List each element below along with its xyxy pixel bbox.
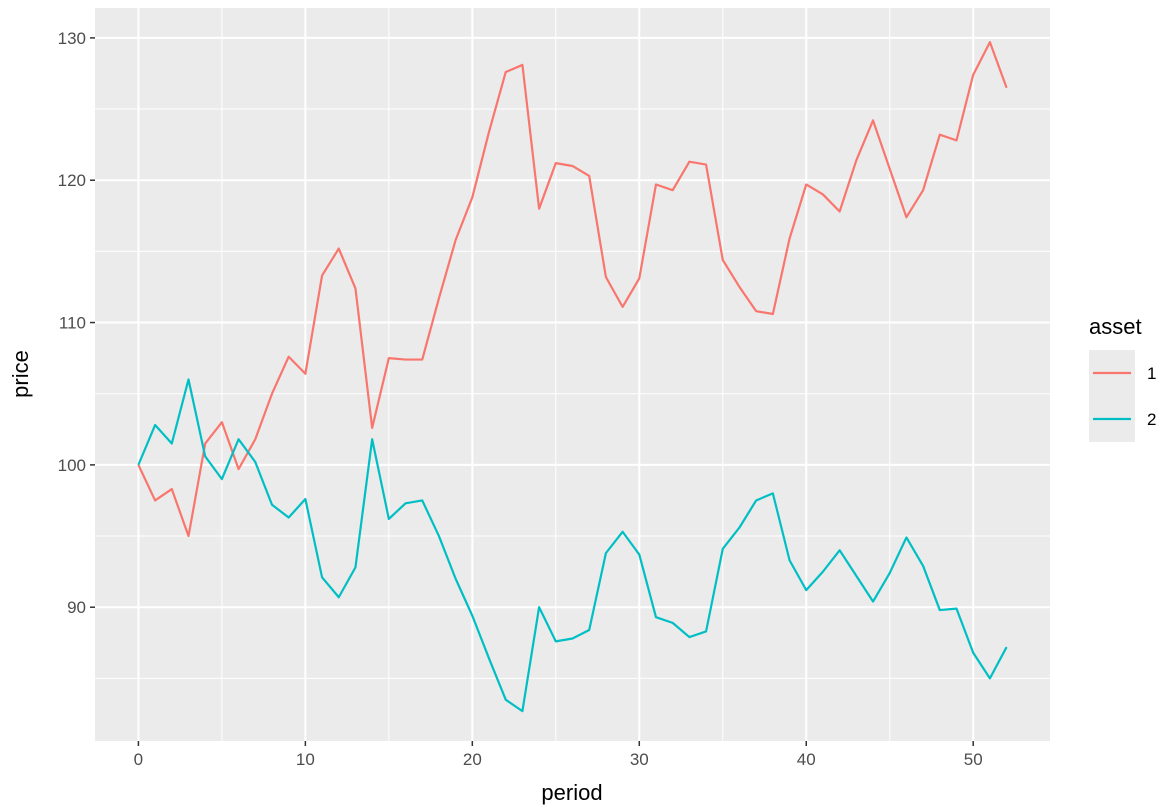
major-gridlines [95, 8, 1050, 741]
x-tick-label: 20 [463, 750, 482, 769]
x-axis-title: period [541, 780, 602, 805]
y-tick-label: 90 [67, 598, 86, 617]
x-tick-labels: 0 10 20 30 40 50 [134, 750, 983, 769]
series-line-1 [137, 41, 1008, 538]
y-tick-label: 100 [58, 456, 86, 475]
axis-ticks [90, 37, 974, 746]
legend-label-2: 2 [1147, 410, 1156, 429]
y-tick-label: 130 [58, 29, 86, 48]
series-line-2 [137, 378, 1008, 713]
minor-gridlines [95, 8, 1050, 741]
legend-label-1: 1 [1147, 364, 1156, 383]
y-tick-labels: 90 100 110 120 130 [58, 29, 86, 617]
legend-items: 12 [1089, 350, 1156, 442]
x-tick-label: 30 [630, 750, 649, 769]
x-tick-label: 0 [134, 750, 143, 769]
legend: asset 12 [1089, 314, 1156, 442]
y-tick-label: 110 [59, 314, 86, 333]
series-lines [137, 41, 1008, 713]
x-tick-label: 40 [797, 750, 816, 769]
x-tick-label: 50 [964, 750, 983, 769]
y-tick-label: 120 [58, 171, 86, 190]
plot-panel [95, 8, 1050, 741]
y-axis-title: price [8, 350, 33, 398]
x-tick-label: 10 [296, 750, 315, 769]
legend-title: asset [1089, 314, 1142, 339]
